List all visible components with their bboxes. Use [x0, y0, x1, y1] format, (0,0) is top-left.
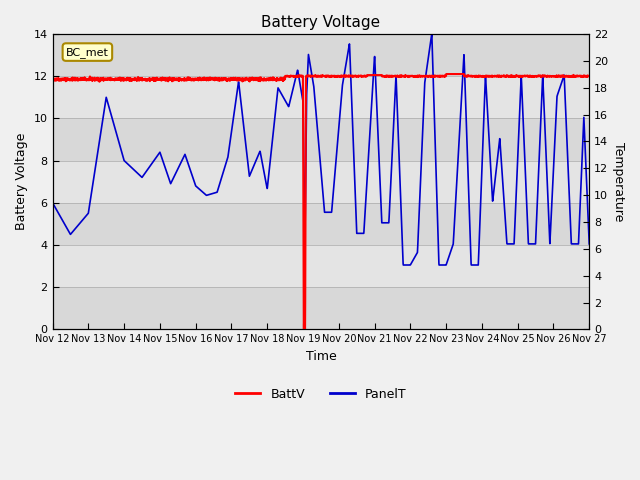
Bar: [52, 76, 589, 119]
Y-axis label: Battery Voltage: Battery Voltage: [15, 133, 28, 230]
Bar: [52, 160, 589, 203]
Bar: [52, 203, 589, 245]
Bar: [52, 119, 589, 160]
Bar: [52, 287, 589, 329]
Y-axis label: Temperature: Temperature: [612, 142, 625, 221]
Title: Battery Voltage: Battery Voltage: [261, 15, 380, 30]
X-axis label: Time: Time: [305, 350, 336, 363]
Text: BC_met: BC_met: [66, 47, 109, 58]
Bar: [52, 34, 589, 76]
Bar: [52, 245, 589, 287]
Legend: BattV, PanelT: BattV, PanelT: [230, 383, 412, 406]
